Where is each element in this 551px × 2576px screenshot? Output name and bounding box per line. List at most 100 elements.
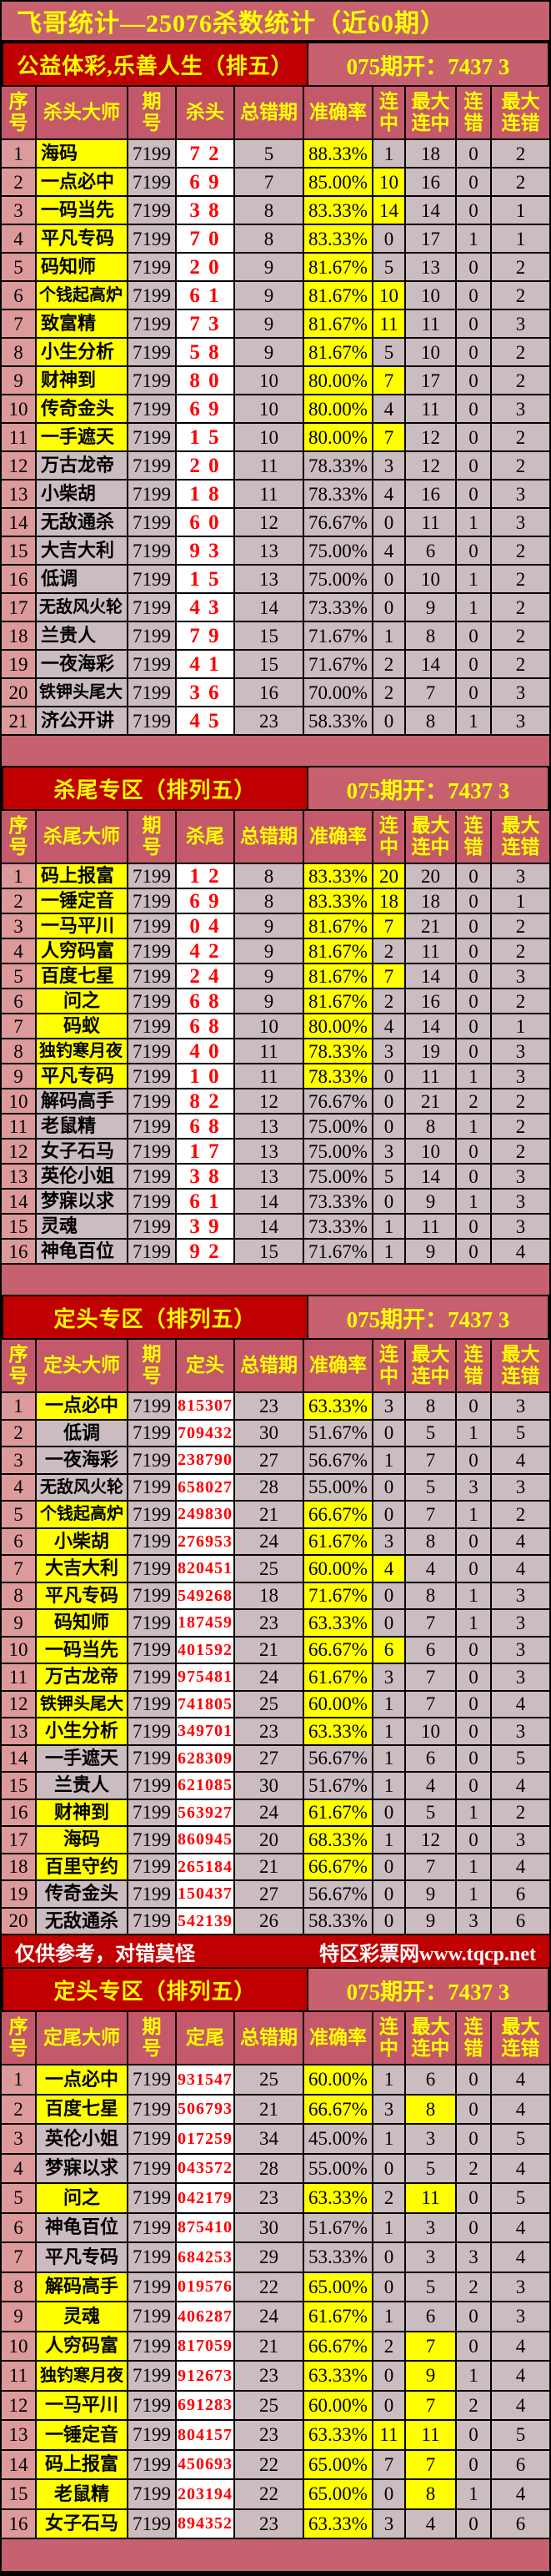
column-header: 总错期 xyxy=(235,2012,304,2065)
cell-total-wrong: 27 xyxy=(235,1745,304,1773)
column-header: 准确率 xyxy=(304,1340,373,1393)
cell-max-miss-streak: 2 xyxy=(492,452,549,480)
cell-accuracy: 76.67% xyxy=(304,1089,373,1114)
table-row: 1 码上报富 7199 1 2 8 83.33% 20 20 0 3 xyxy=(2,864,549,889)
cell-current-miss: 0 xyxy=(457,1745,492,1773)
cell-max-miss-streak: 4 xyxy=(492,2065,549,2096)
column-header: 期 号 xyxy=(128,811,177,864)
cell-accuracy: 53.33% xyxy=(304,2243,373,2273)
cell-accuracy: 71.67% xyxy=(304,1582,373,1610)
cell-kill-numbers: 6 1 xyxy=(177,282,235,310)
cell-max-hit-streak: 20 xyxy=(406,864,457,889)
cell-period-count: 7199 xyxy=(128,651,177,679)
cell-master-name: 财神到 xyxy=(37,367,128,395)
table-row: 9 码知师 7199 187459 23 63.33% 0 7 1 3 xyxy=(2,1610,549,1638)
cell-kill-numbers: 238790 xyxy=(177,1447,235,1475)
table-row: 3 一马平川 7199 0 4 9 81.67% 7 21 0 2 xyxy=(2,914,549,939)
cell-period-count: 7199 xyxy=(128,889,177,914)
cell-max-miss-streak: 2 xyxy=(492,989,549,1014)
cell-accuracy: 60.00% xyxy=(304,1556,373,1583)
cell-total-wrong: 21 xyxy=(235,2095,304,2125)
cell-max-hit-streak: 6 xyxy=(406,1637,457,1664)
draw-result: 075期开：7437 3 xyxy=(308,1295,549,1340)
cell-current-miss: 0 xyxy=(457,864,492,889)
cell-max-hit-streak: 6 xyxy=(406,537,457,566)
cell-accuracy: 58.33% xyxy=(304,1908,373,1935)
cell-kill-numbers: 506793 xyxy=(177,2095,235,2125)
table-row: 16 女子石马 7199 894352 23 63.33% 3 4 0 6 xyxy=(2,2509,549,2539)
cell-total-wrong: 9 xyxy=(235,254,304,282)
cell-kill-numbers: 4 2 xyxy=(177,939,235,964)
table-row: 20 铁钾头尾大 7199 3 6 16 70.00% 2 7 0 3 xyxy=(2,679,549,707)
cell-current-miss: 0 xyxy=(457,367,492,395)
section-banner: 公益体彩,乐善人生（排五） 075期开：7437 3 xyxy=(2,42,549,87)
cell-max-miss-streak: 4 xyxy=(492,1556,549,1583)
cell-max-miss-streak: 3 xyxy=(492,1393,549,1421)
cell-total-wrong: 9 xyxy=(235,282,304,310)
table-row: 8 平凡专码 7199 549268 18 71.67% 0 8 1 3 xyxy=(2,1582,549,1610)
cell-total-wrong: 25 xyxy=(235,2391,304,2421)
cell-current-streak: 14 xyxy=(373,197,406,225)
cell-index: 3 xyxy=(2,197,37,225)
cell-current-streak: 1 xyxy=(373,2125,406,2155)
cell-max-miss-streak: 6 xyxy=(492,1908,549,1935)
cell-current-streak: 1 xyxy=(373,2213,406,2243)
cell-period-count: 7199 xyxy=(128,2184,177,2214)
cell-period-count: 7199 xyxy=(128,964,177,989)
cell-master-name: 灵魂 xyxy=(37,1215,128,1240)
cell-total-wrong: 9 xyxy=(235,339,304,367)
cell-kill-numbers: 975481 xyxy=(177,1664,235,1692)
cell-current-miss: 0 xyxy=(457,2332,492,2362)
cell-current-streak: 0 xyxy=(373,2391,406,2421)
cell-max-hit-streak: 12 xyxy=(406,424,457,452)
page-title: 飞哥统计—25076杀数统计（近60期） xyxy=(2,2,549,42)
cell-total-wrong: 30 xyxy=(235,1773,304,1800)
cell-current-miss: 1 xyxy=(457,566,492,594)
cell-period-count: 7199 xyxy=(128,566,177,594)
cell-index: 12 xyxy=(2,2391,37,2421)
cell-period-count: 7199 xyxy=(128,1854,177,1881)
cell-max-miss-streak: 3 xyxy=(492,964,549,989)
cell-max-hit-streak: 16 xyxy=(406,169,457,197)
cell-current-miss: 0 xyxy=(457,1393,492,1421)
cell-total-wrong: 22 xyxy=(235,2450,304,2480)
site-name: 特区彩票网www.tqcp.net xyxy=(318,1943,536,1965)
banner-title: 定头专区（排列五） xyxy=(2,1967,308,2012)
cell-max-hit-streak: 7 xyxy=(406,1610,457,1638)
cell-max-hit-streak: 11 xyxy=(406,395,457,424)
cell-max-hit-streak: 6 xyxy=(406,2302,457,2332)
cell-current-streak: 0 xyxy=(373,1582,406,1610)
cell-current-miss: 0 xyxy=(457,1039,492,1064)
table-row: 9 灵魂 7199 406287 24 61.67% 1 6 0 3 xyxy=(2,2302,549,2332)
cell-accuracy: 71.67% xyxy=(304,1240,373,1265)
table-header-row: 序 号杀尾大师期 号杀尾 总错期 准确率连 中最大 连中连 错最大 连错 xyxy=(2,811,549,864)
cell-total-wrong: 26 xyxy=(235,1908,304,1935)
cell-current-streak: 2 xyxy=(373,2184,406,2214)
cell-accuracy: 63.33% xyxy=(304,2362,373,2392)
cell-accuracy: 61.67% xyxy=(304,1799,373,1827)
cell-index: 4 xyxy=(2,1474,37,1502)
cell-current-miss: 3 xyxy=(457,1908,492,1935)
cell-max-miss-streak: 3 xyxy=(492,395,549,424)
cell-accuracy: 68.33% xyxy=(304,1827,373,1854)
cell-index: 6 xyxy=(2,2213,37,2243)
disclaimer-text: 仅供参考，对错莫怪 xyxy=(15,1943,195,1965)
cell-index: 14 xyxy=(2,2450,37,2480)
spacer xyxy=(2,736,549,766)
cell-period-count: 7199 xyxy=(128,2362,177,2392)
cell-kill-numbers: 6 1 xyxy=(177,1190,235,1215)
cell-index: 1 xyxy=(2,864,37,889)
cell-current-miss: 1 xyxy=(457,1799,492,1827)
cell-accuracy: 65.00% xyxy=(304,2272,373,2302)
cell-index: 10 xyxy=(2,1637,37,1664)
table-row: 3 一码当先 7199 3 8 8 83.33% 14 14 0 1 xyxy=(2,197,549,225)
table-row: 11 万古龙帝 7199 975481 24 61.67% 3 7 0 3 xyxy=(2,1664,549,1692)
cell-current-streak: 4 xyxy=(373,395,406,424)
cell-max-hit-streak: 11 xyxy=(406,310,457,339)
cell-max-miss-streak: 6 xyxy=(492,1881,549,1909)
cell-max-hit-streak: 16 xyxy=(406,480,457,509)
cell-kill-numbers: 804157 xyxy=(177,2421,235,2451)
cell-max-miss-streak: 2 xyxy=(492,140,549,169)
banner-title: 定头专区（排列五） xyxy=(2,1295,308,1340)
